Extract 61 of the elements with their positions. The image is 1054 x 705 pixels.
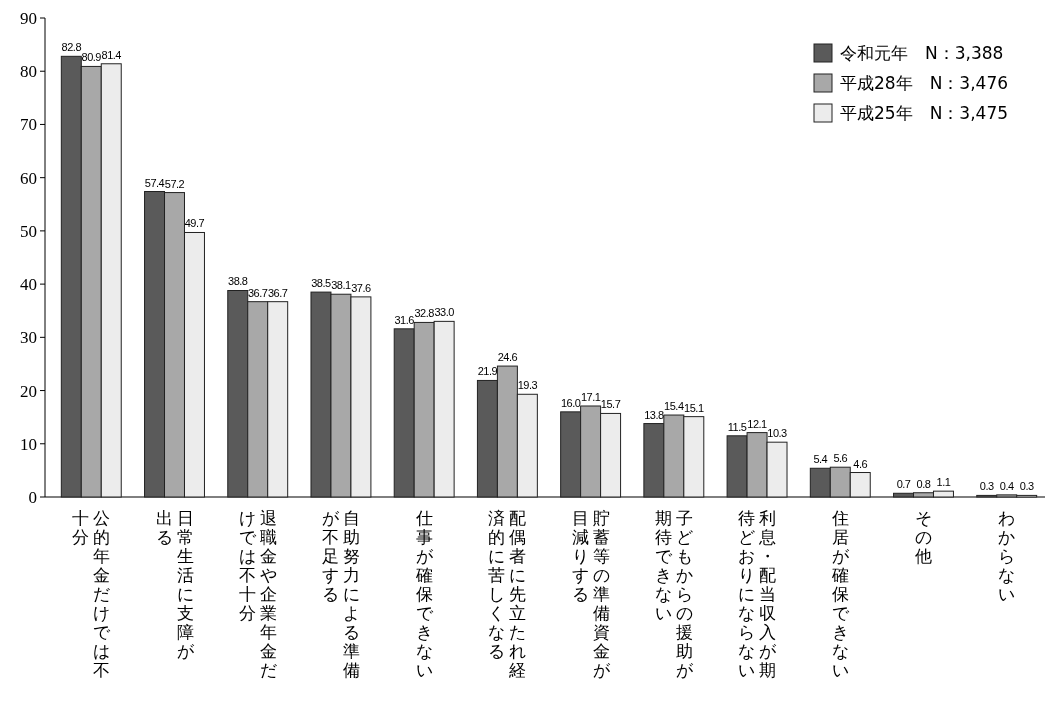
data-label: 5.4 (813, 453, 828, 466)
data-label: 19.3 (517, 379, 538, 392)
data-label: 16.0 (560, 396, 581, 409)
data-label: 0.4 (999, 479, 1014, 492)
data-label: 38.5 (311, 277, 332, 290)
data-label: 57.2 (164, 177, 185, 190)
category-label: 住居が確保できない (831, 508, 849, 680)
data-label: 82.8 (61, 41, 82, 54)
x-tick-label: その他 (914, 508, 932, 568)
data-label: 32.8 (414, 307, 435, 320)
data-label: 24.6 (497, 351, 518, 364)
category-label: 仕事が確保できない (415, 508, 433, 680)
category-label: 自助努力による準備が不足する (321, 508, 360, 680)
data-label: 15.7 (600, 398, 621, 411)
y-tick-label: 50 (20, 221, 37, 241)
category-label: 配偶者に先立たれ経済的に苦しくなる (488, 508, 527, 680)
data-label: 33.0 (434, 306, 455, 319)
data-label: 13.8 (644, 408, 664, 421)
data-label: 49.7 (184, 217, 205, 230)
data-label: 11.5 (727, 420, 747, 433)
y-tick-label: 40 (20, 275, 37, 295)
legend-label: 令和元年 N：3,388 (840, 42, 1004, 63)
legend-label: 平成28年 N：3,476 (840, 72, 1009, 93)
data-label: 0.7 (896, 478, 911, 491)
data-label: 0.3 (1019, 480, 1034, 493)
y-tick-label: 60 (20, 168, 37, 188)
category-label: 日常生活に支障が出る (155, 508, 194, 661)
y-tick-label: 20 (20, 381, 37, 401)
y-tick-label: 70 (20, 115, 37, 135)
data-label: 57.4 (144, 176, 165, 189)
data-label: 1.1 (936, 476, 951, 489)
category-label: 公的年金だけでは不十分 (72, 508, 111, 680)
y-tick-label: 80 (20, 62, 37, 82)
data-label: 5.6 (833, 452, 848, 465)
data-label: 36.7 (248, 286, 268, 299)
data-label: 0.3 (979, 480, 995, 493)
y-tick-label: 10 (20, 434, 37, 454)
data-label: 31.6 (394, 313, 415, 326)
category-label: 利息・配当収入が期待どおりにならない (738, 508, 777, 680)
data-label: 38.1 (331, 279, 352, 292)
data-label: 37.6 (351, 281, 371, 294)
category-label: 退職金や企業年金だけでは不十分 (238, 508, 277, 680)
data-label: 4.6 (853, 457, 868, 470)
category-label: 子どもからの援助が期待できない (654, 508, 693, 680)
data-label: 15.4 (664, 400, 684, 413)
data-label: 81.4 (101, 48, 122, 61)
data-label: 80.9 (81, 51, 102, 64)
y-tick-label: 30 (20, 328, 37, 348)
x-tick-label: わからない (998, 508, 1016, 606)
data-label: 0.8 (916, 477, 931, 490)
data-label: 15.1 (684, 401, 704, 414)
y-tick-label: 0 (28, 487, 37, 507)
data-label: 38.8 (228, 275, 248, 288)
data-label: 12.1 (747, 417, 768, 430)
y-tick-label: 90 (20, 8, 37, 28)
data-label: 17.1 (580, 390, 601, 403)
category-label: 貯蓄等の準備資金が目減りする (571, 508, 610, 680)
data-label: 21.9 (477, 365, 498, 378)
data-label: 36.7 (267, 286, 288, 299)
data-label: 10.3 (767, 427, 788, 440)
legend-label: 平成25年 N：3,475 (840, 102, 1009, 123)
